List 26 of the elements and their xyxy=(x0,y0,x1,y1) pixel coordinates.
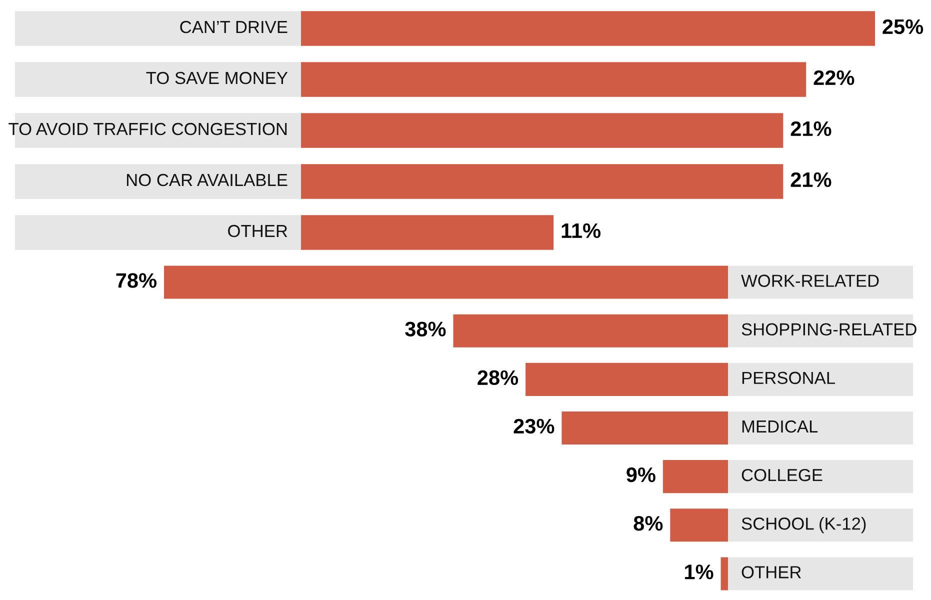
y-tick-label: COLLEGE xyxy=(742,468,822,482)
bar xyxy=(670,508,728,542)
data-label: 38% xyxy=(405,322,446,336)
y-tick-label: TO SAVE MONEY xyxy=(146,72,288,84)
y-tick-label: SHOPPING-RELATED xyxy=(742,323,916,336)
y-tick-label: TO AVOID TRAFFIC CONGESTION xyxy=(8,122,287,136)
data-label: 22% xyxy=(814,70,854,86)
y-tick-label: NO CAR AVAILABLE xyxy=(126,174,288,186)
y-tick-label: OTHER xyxy=(228,224,288,238)
y-tick-label: SCHOOL (K-12) xyxy=(742,517,866,534)
y-tick-label: WORK-RELATED xyxy=(741,274,879,287)
y-tick-label: OTHER xyxy=(742,566,801,578)
y-tick-label: PERSONAL xyxy=(742,372,835,384)
data-label: 21% xyxy=(790,121,832,136)
data-label: 21% xyxy=(790,172,832,188)
data-label: 78% xyxy=(116,273,157,288)
data-label: 8% xyxy=(634,516,663,531)
y-tick-label: MEDICAL xyxy=(742,420,818,433)
data-label: 9% xyxy=(626,467,656,482)
data-label: 25% xyxy=(882,19,924,34)
data-label: 11% xyxy=(562,223,601,238)
y-tick-label: CAN’T DRIVE xyxy=(180,20,288,34)
data-label: 28% xyxy=(478,370,518,386)
data-label: 23% xyxy=(514,418,554,434)
bar xyxy=(720,557,728,590)
data-label: 1% xyxy=(685,564,714,580)
